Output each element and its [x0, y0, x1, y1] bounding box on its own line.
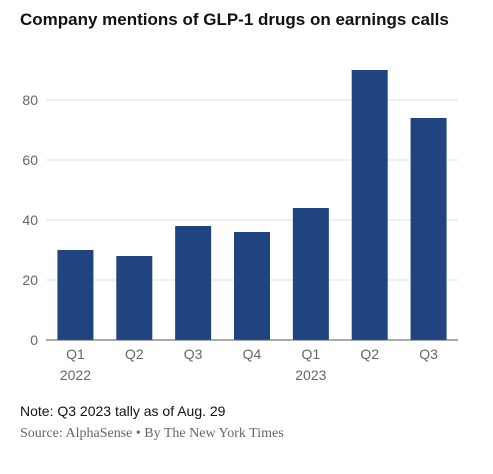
bar	[410, 118, 447, 340]
x-tick-label: Q1	[66, 346, 85, 362]
x-tick-label: Q1	[302, 346, 321, 362]
chart-source: Source: AlphaSense • By The New York Tim…	[20, 426, 284, 441]
chart-title: Company mentions of GLP-1 drugs on earni…	[20, 10, 449, 29]
x-tick-label: Q4	[243, 346, 262, 362]
x-year-label: 2023	[295, 367, 326, 383]
y-tick-label: 0	[30, 332, 38, 348]
y-tick-label: 20	[22, 272, 38, 288]
chart-note: Note: Q3 2023 tally as of Aug. 29	[20, 403, 226, 419]
x-year-label: 2022	[60, 367, 91, 383]
x-tick-label: Q3	[184, 346, 203, 362]
y-tick-label: 40	[22, 212, 38, 228]
y-tick-label: 60	[22, 152, 38, 168]
x-tick-label: Q2	[125, 346, 144, 362]
bar	[292, 208, 329, 340]
bar	[116, 256, 153, 340]
bar	[175, 226, 212, 340]
bar	[234, 232, 270, 340]
bar	[57, 250, 94, 340]
x-tick-label: Q3	[419, 346, 438, 362]
y-tick-label: 80	[22, 92, 38, 108]
x-tick-label: Q2	[360, 346, 379, 362]
bar	[351, 70, 388, 340]
